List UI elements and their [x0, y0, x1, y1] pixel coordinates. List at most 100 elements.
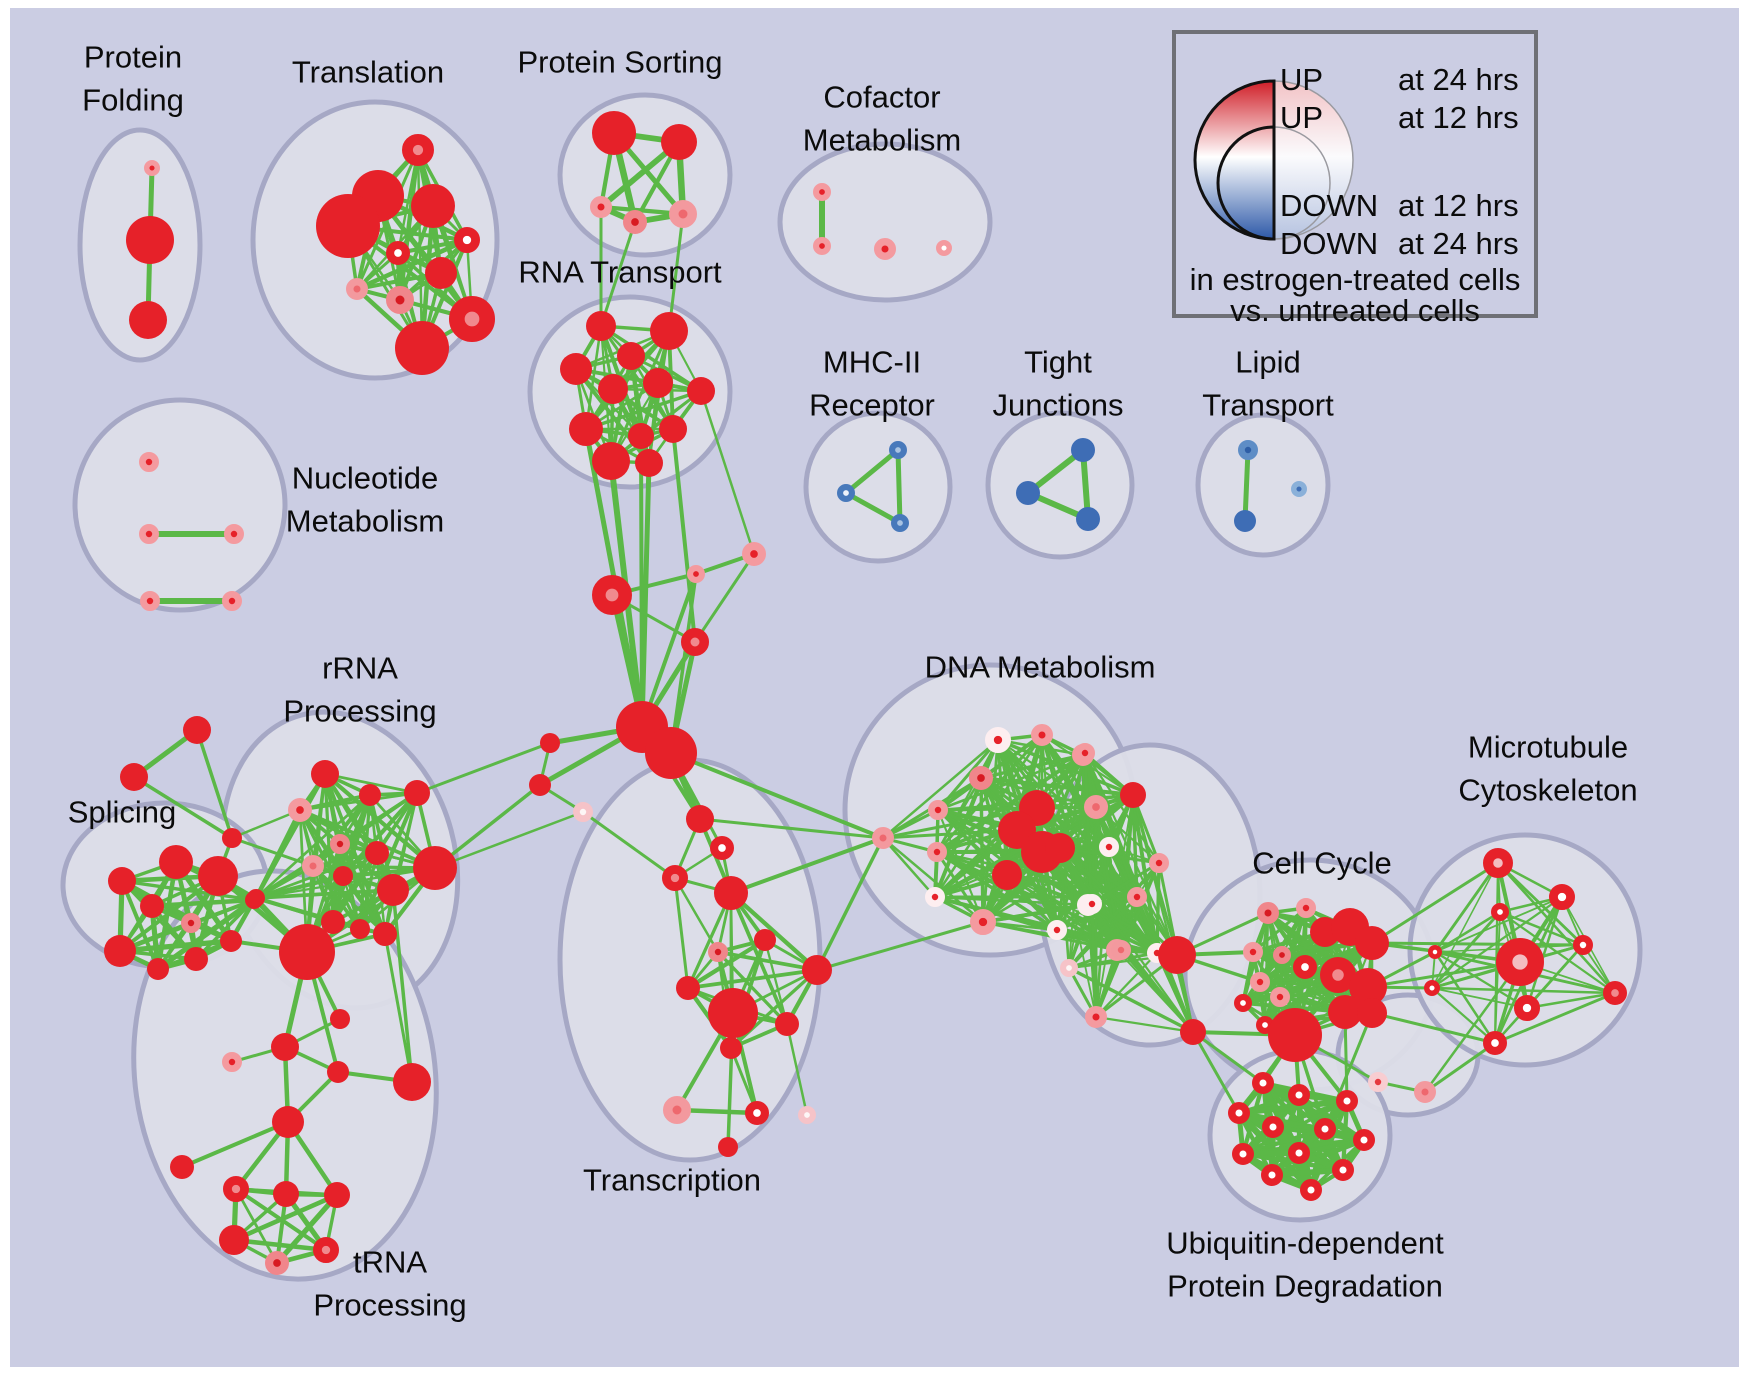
network-node: [969, 766, 994, 791]
network-node: [775, 1012, 799, 1036]
network-node: [129, 301, 167, 339]
network-edge: [234, 1187, 279, 1265]
network-node: [708, 942, 729, 963]
network-node: [645, 727, 697, 779]
network-edge: [149, 897, 257, 909]
network-node: [1368, 1072, 1389, 1093]
network-node: [984, 726, 1011, 753]
network-node: [377, 874, 409, 906]
network-node: [1482, 847, 1513, 878]
legend-caption-line1: in estrogen-treated cells: [1189, 262, 1521, 297]
network-edge: [667, 212, 685, 333]
network-node: [540, 733, 560, 753]
network-edge: [881, 836, 937, 899]
network-node: [1256, 901, 1279, 924]
network-edge: [1434, 896, 1563, 953]
network-node: [1238, 439, 1259, 460]
network-edge: [1055, 928, 1159, 955]
network-node: [1047, 920, 1068, 941]
network-edge: [881, 836, 985, 924]
network-node: [802, 955, 832, 985]
network-edge: [716, 950, 819, 972]
network-node: [812, 182, 831, 201]
network-node: [1352, 1128, 1375, 1151]
network-edge: [1131, 793, 1195, 1034]
network-edge: [155, 897, 257, 972]
network-edge: [1191, 1030, 1241, 1115]
network-node: [992, 860, 1022, 890]
network-node: [1076, 507, 1100, 531]
network-edge: [763, 938, 789, 1026]
network-node: [686, 564, 705, 583]
cluster-label: Nucleotide: [292, 461, 438, 496]
network-edge: [1067, 966, 1195, 1034]
network-node: [1549, 883, 1576, 910]
network-node: [888, 440, 907, 459]
network-edge: [698, 817, 885, 840]
network-node: [126, 216, 174, 264]
network-edge: [785, 1022, 809, 1117]
network-edge: [1090, 902, 1159, 955]
network-node: [1319, 956, 1356, 993]
network-edge: [815, 920, 985, 972]
network-node: [1127, 887, 1148, 908]
network-edge: [639, 434, 644, 729]
network-node: [598, 374, 628, 404]
network-node: [365, 841, 389, 865]
cluster-label: Processing: [313, 1288, 466, 1323]
network-node: [681, 628, 710, 657]
cluster-label: tRNA: [353, 1245, 427, 1280]
network-node: [180, 913, 201, 934]
legend-direction-label: DOWN: [1280, 188, 1379, 223]
network-node: [221, 591, 242, 612]
network-edge: [686, 891, 733, 990]
cluster-label: Microtubule: [1468, 730, 1628, 765]
cluster-blob: [777, 141, 993, 303]
network-edge: [1058, 751, 1087, 850]
network-node: [1299, 1178, 1322, 1201]
network-node: [411, 184, 455, 228]
network-edge: [728, 890, 820, 973]
network-node: [271, 1033, 299, 1061]
network-node: [1413, 1080, 1436, 1103]
network-edge: [1423, 1041, 1497, 1094]
network-node: [329, 834, 350, 855]
network-node: [454, 226, 481, 253]
legend-time-label: at 12 hrs: [1398, 188, 1519, 223]
network-edge: [1493, 991, 1617, 1045]
network-edge: [685, 937, 768, 991]
network-node: [1482, 1030, 1507, 1055]
network-edge: [933, 845, 1111, 899]
legend-row-up-12: UP at 12 hrs: [1176, 100, 1534, 136]
network-edge: [1094, 1015, 1195, 1034]
network-edge: [1058, 846, 1179, 957]
cluster-label: Receptor: [809, 388, 935, 423]
network-node: [287, 798, 312, 823]
network-edge: [584, 389, 703, 431]
network-node: [1287, 1083, 1310, 1106]
network-node: [311, 760, 339, 788]
network-node: [1045, 833, 1075, 863]
network-node: [1075, 743, 1096, 764]
network-node: [1335, 1089, 1358, 1112]
network-node: [1331, 1158, 1354, 1181]
legend-time-label: at 24 hrs: [1398, 226, 1519, 261]
network-edge: [599, 220, 637, 328]
network-node: [1082, 894, 1103, 915]
network-node: [1231, 1142, 1254, 1165]
network-node: [1423, 979, 1440, 996]
network-edge: [1068, 752, 1086, 969]
network-edge: [1131, 793, 1139, 899]
network-edge: [1090, 861, 1161, 906]
network-node: [386, 286, 415, 315]
network-node: [617, 342, 645, 370]
cluster-blob: [72, 397, 288, 613]
network-edge: [231, 1192, 340, 1243]
network-edge: [274, 1192, 340, 1266]
network-node: [1030, 723, 1053, 746]
cluster-label: Cytoskeleton: [1458, 773, 1637, 808]
network-node: [273, 1181, 299, 1207]
network-node: [1120, 782, 1146, 808]
network-node: [592, 111, 636, 155]
